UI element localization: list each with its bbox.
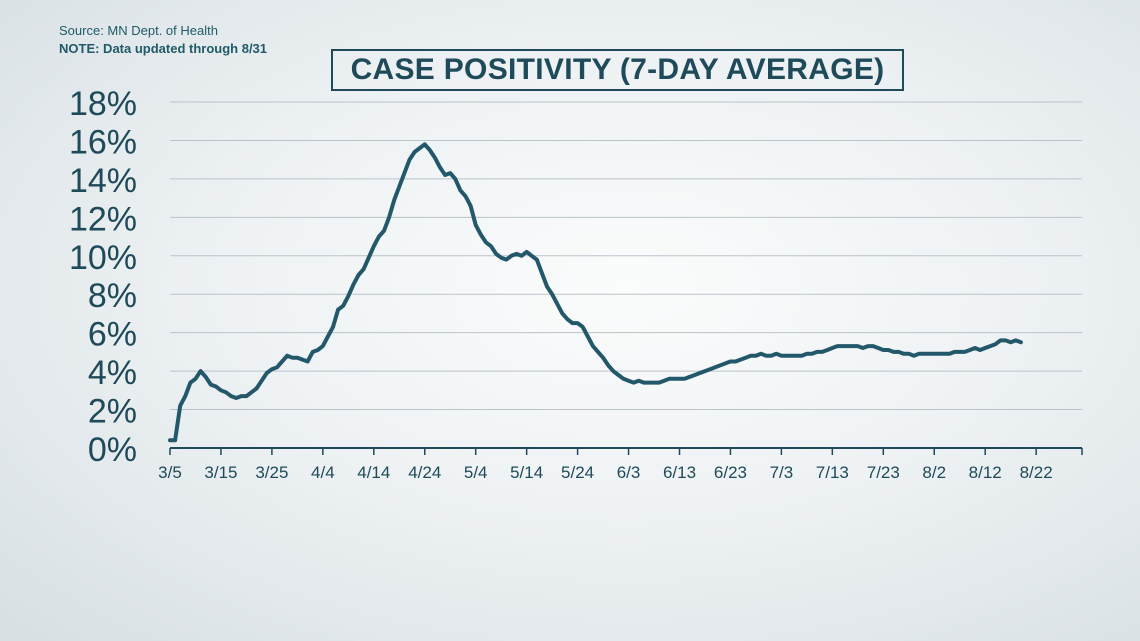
x-tick-label: 6/13 [663,463,696,482]
x-tick-label: 4/4 [311,463,335,482]
y-tick-label: 2% [88,393,137,431]
x-tick-label: 3/15 [204,463,237,482]
x-tick-label: 8/2 [922,463,946,482]
x-tick-label: 7/23 [867,463,900,482]
data-points [168,142,1023,442]
source-note: Source: MN Dept. of Health [59,23,218,38]
y-tick-label: 4% [88,354,137,392]
series-line [168,142,1023,443]
x-tick-label: 4/14 [357,463,390,482]
y-tick-label: 0% [88,431,137,469]
x-tick-label: 8/12 [969,463,1002,482]
x-tick-label: 3/5 [158,463,182,482]
x-tick-label: 5/4 [464,463,488,482]
y-tick-label: 16% [69,123,137,161]
x-tick-label: 5/24 [561,463,594,482]
data-update-note: NOTE: Data updated through 8/31 [59,41,268,56]
x-tick-label: 3/25 [255,463,288,482]
x-tick-label: 6/3 [617,463,641,482]
y-tick-label: 10% [69,239,137,277]
x-tick-label: 6/23 [714,463,747,482]
x-tick-label: 4/24 [408,463,441,482]
x-tick-label: 5/14 [510,463,543,482]
x-tick-label: 7/13 [816,463,849,482]
x-tick-label: 7/3 [770,463,794,482]
y-tick-label: 18% [69,85,137,123]
y-tick-label: 12% [69,200,137,238]
y-tick-label: 14% [69,162,137,200]
y-tick-label: 6% [88,316,137,354]
chart-title: CASE POSITIVITY (7-DAY AVERAGE) [331,49,904,91]
x-tick-label: 8/22 [1020,463,1053,482]
y-tick-label: 8% [88,277,137,315]
